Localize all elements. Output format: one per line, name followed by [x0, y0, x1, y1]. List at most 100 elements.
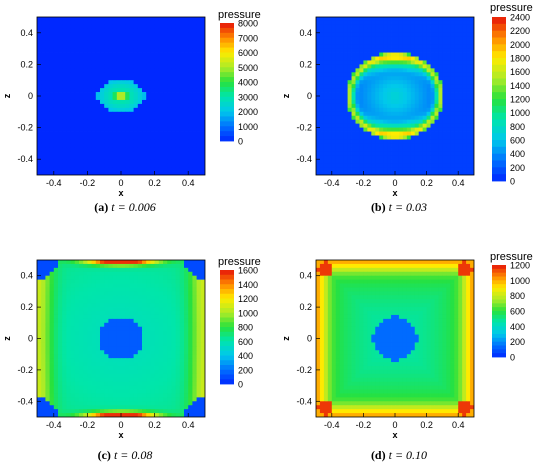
heatmap-cell [387, 56, 392, 61]
heatmap-cell [83, 334, 88, 339]
heatmap-cell [184, 103, 189, 109]
heatmap-cell [171, 72, 176, 77]
heatmap-cell [359, 80, 364, 85]
heatmap-cell [87, 111, 92, 117]
heatmap-cell [430, 123, 435, 128]
heatmap-cell [367, 135, 372, 140]
heatmap-cell [434, 36, 439, 42]
heatmap-cell [163, 409, 168, 414]
heatmap-cell [112, 135, 118, 140]
heatmap-cell [167, 350, 172, 355]
heatmap-cell [343, 92, 348, 97]
legend-swatch [492, 140, 506, 148]
heatmap-cell [79, 151, 84, 156]
x-tick-label: -0.2 [80, 420, 96, 430]
heatmap-cell [83, 40, 88, 46]
heatmap-cell [66, 115, 71, 121]
heatmap-cell [331, 88, 337, 93]
heatmap-cell [184, 44, 189, 49]
heatmap-cell [175, 358, 181, 363]
heatmap-cell [196, 318, 202, 324]
heatmap-cell [339, 48, 345, 53]
heatmap-cell [398, 24, 404, 30]
heatmap-cell [434, 76, 439, 81]
heatmap-cell [150, 28, 155, 34]
heatmap-cell [371, 159, 376, 164]
heatmap-cell [41, 322, 46, 328]
heatmap-cell [146, 115, 151, 121]
heatmap-cell [125, 342, 130, 347]
heatmap-cell [70, 48, 76, 53]
legend-label: 1200 [510, 95, 530, 105]
heatmap-cell [184, 127, 189, 132]
heatmap-cell [112, 409, 118, 414]
heatmap-cell [163, 56, 168, 61]
heatmap-cell [37, 338, 42, 343]
heatmap-cell [442, 163, 447, 168]
heatmap-cell [87, 381, 92, 387]
heatmap-cell [125, 115, 130, 121]
heatmap-cell [58, 44, 63, 49]
heatmap-cell [175, 159, 181, 164]
heatmap-cell [91, 318, 97, 324]
heatmap-cell [137, 92, 143, 97]
heatmap-cell [339, 155, 345, 160]
heatmap-cell [74, 171, 80, 175]
heatmap-cell [37, 36, 42, 42]
heatmap-cell [112, 72, 118, 77]
heatmap-cell [49, 111, 55, 117]
heatmap-cell [142, 60, 147, 65]
heatmap-cell [108, 409, 113, 414]
heatmap-cell [104, 143, 109, 148]
heatmap-cell [171, 111, 176, 117]
heatmap-cell [179, 127, 185, 132]
heatmap-cell [146, 279, 151, 284]
heatmap-cell [188, 76, 193, 81]
heatmap-cell [37, 143, 42, 148]
heatmap-cell [112, 88, 118, 93]
heatmap-cell [188, 260, 193, 265]
heatmap-cell [410, 40, 416, 46]
heatmap-cell [74, 159, 80, 164]
heatmap-cell [175, 20, 181, 26]
heatmap-cell [133, 397, 139, 402]
heatmap-cell [70, 92, 76, 97]
heatmap-cell [121, 103, 126, 109]
heatmap-cell [167, 111, 172, 117]
heatmap-cell [434, 107, 439, 113]
heatmap-cell [121, 151, 126, 156]
heatmap-cell [121, 377, 126, 383]
legend-swatch [220, 27, 234, 34]
heatmap-cell [137, 346, 143, 351]
heatmap-cell [196, 60, 202, 65]
heatmap-cell [196, 32, 202, 38]
heatmap-cell [363, 135, 368, 140]
heatmap-cell [391, 111, 396, 117]
heatmap-cell [100, 135, 105, 140]
heatmap-cell [355, 96, 360, 101]
heatmap-cell [167, 76, 172, 81]
heatmap-cell [184, 20, 189, 26]
heatmap-cell [410, 99, 416, 105]
heatmap-cell [171, 275, 176, 281]
heatmap-cell [406, 151, 412, 156]
heatmap-cell [426, 72, 431, 77]
heatmap-cell [454, 92, 459, 97]
heatmap-cell [462, 127, 467, 132]
heatmap-cell [154, 338, 160, 343]
heatmap-cell [410, 52, 416, 57]
heatmap-cell [184, 405, 189, 410]
heatmap-cell [53, 20, 59, 26]
legend-swatch [220, 67, 234, 73]
heatmap-cell [100, 318, 105, 324]
heatmap-cell [133, 350, 139, 355]
heatmap-cell [454, 28, 459, 34]
heatmap-cell [91, 377, 97, 383]
heatmap-cell [108, 123, 113, 128]
heatmap-cell [133, 24, 139, 30]
heatmap-cell [83, 123, 88, 128]
heatmap-cell [70, 307, 76, 312]
heatmap-cell [137, 32, 143, 38]
heatmap-cell [95, 413, 101, 417]
heatmap-cell [142, 311, 147, 316]
